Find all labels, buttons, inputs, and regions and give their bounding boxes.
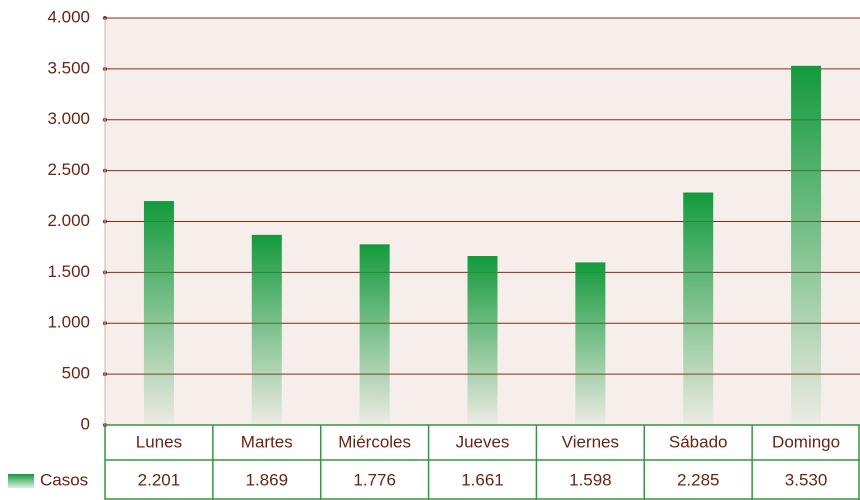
x-tick-label: Lunes [136,432,182,451]
y-tick-label: 2.000 [47,211,90,230]
table-value: 1.661 [461,470,504,489]
x-tick-label: Miércoles [338,432,411,451]
table-value: 1.598 [569,470,612,489]
table-value: 2.201 [138,470,181,489]
bar [683,192,714,425]
bar [575,262,606,425]
table-value: 2.285 [677,470,720,489]
legend-swatch [8,474,34,488]
table-value: 1.869 [246,470,289,489]
bar [143,201,174,425]
y-tick-label: 1.000 [47,313,90,332]
y-tick-label: 2.500 [47,160,90,179]
y-tick-label: 1.500 [47,262,90,281]
y-tick-label: 500 [62,364,90,383]
x-tick-label: Jueves [456,432,510,451]
y-tick-label: 4.000 [47,7,90,26]
y-tick-label: 0 [81,414,90,433]
y-tick-label: 3.500 [47,58,90,77]
x-tick-label: Domingo [772,432,840,451]
x-tick-label: Viernes [562,432,619,451]
bar [251,234,282,425]
table-value: 3.530 [785,470,828,489]
x-tick-label: Martes [241,432,293,451]
bar [359,244,390,425]
legend-label: Casos [40,470,88,489]
bar [791,65,822,425]
bar [467,255,498,425]
x-tick-label: Sábado [669,432,728,451]
y-tick-label: 3.000 [47,109,90,128]
table-value: 1.776 [353,470,396,489]
